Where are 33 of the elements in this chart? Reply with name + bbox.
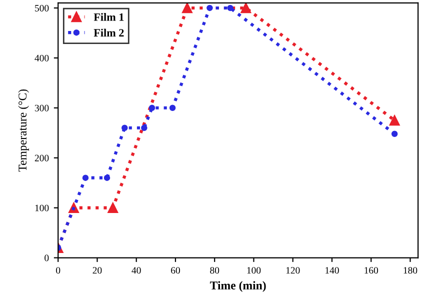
x-tick-label: 100 (247, 267, 261, 274)
point (104, 174, 110, 181)
point (141, 124, 148, 132)
x-tick-label: 80 (210, 267, 220, 274)
x-tick-label: 20 (92, 267, 102, 274)
x-tick-label: 160 (364, 267, 378, 274)
x-tick-label: 120 (286, 267, 300, 274)
y-axis-title: Temperature (°C) (18, 89, 29, 172)
x-axis-title: Time (min) (210, 281, 266, 292)
x-tick-label: 40 (132, 267, 141, 274)
y-tick-label: 400 (34, 54, 49, 62)
y-tick-label: 0 (44, 254, 49, 262)
point (121, 124, 128, 132)
point (227, 4, 234, 12)
legend-label: Film 1 (94, 13, 124, 21)
x-tick-label: 180 (404, 267, 418, 274)
point (389, 115, 400, 126)
point (82, 174, 89, 181)
legend-label: Film 2 (94, 28, 124, 36)
point (169, 104, 176, 112)
point (108, 202, 118, 214)
y-tick-label: 300 (34, 104, 49, 112)
x-tick-label: 140 (326, 267, 339, 274)
y-tick-label: 100 (35, 204, 49, 212)
y-tick-label: 200 (34, 154, 49, 162)
point (240, 2, 252, 14)
x-tick-label: 60 (171, 267, 180, 274)
point (391, 130, 398, 137)
point (206, 4, 213, 12)
x-tick-label: 0 (56, 267, 60, 274)
y-tick-label: 500 (35, 4, 49, 12)
point (148, 104, 156, 112)
point (182, 2, 192, 14)
